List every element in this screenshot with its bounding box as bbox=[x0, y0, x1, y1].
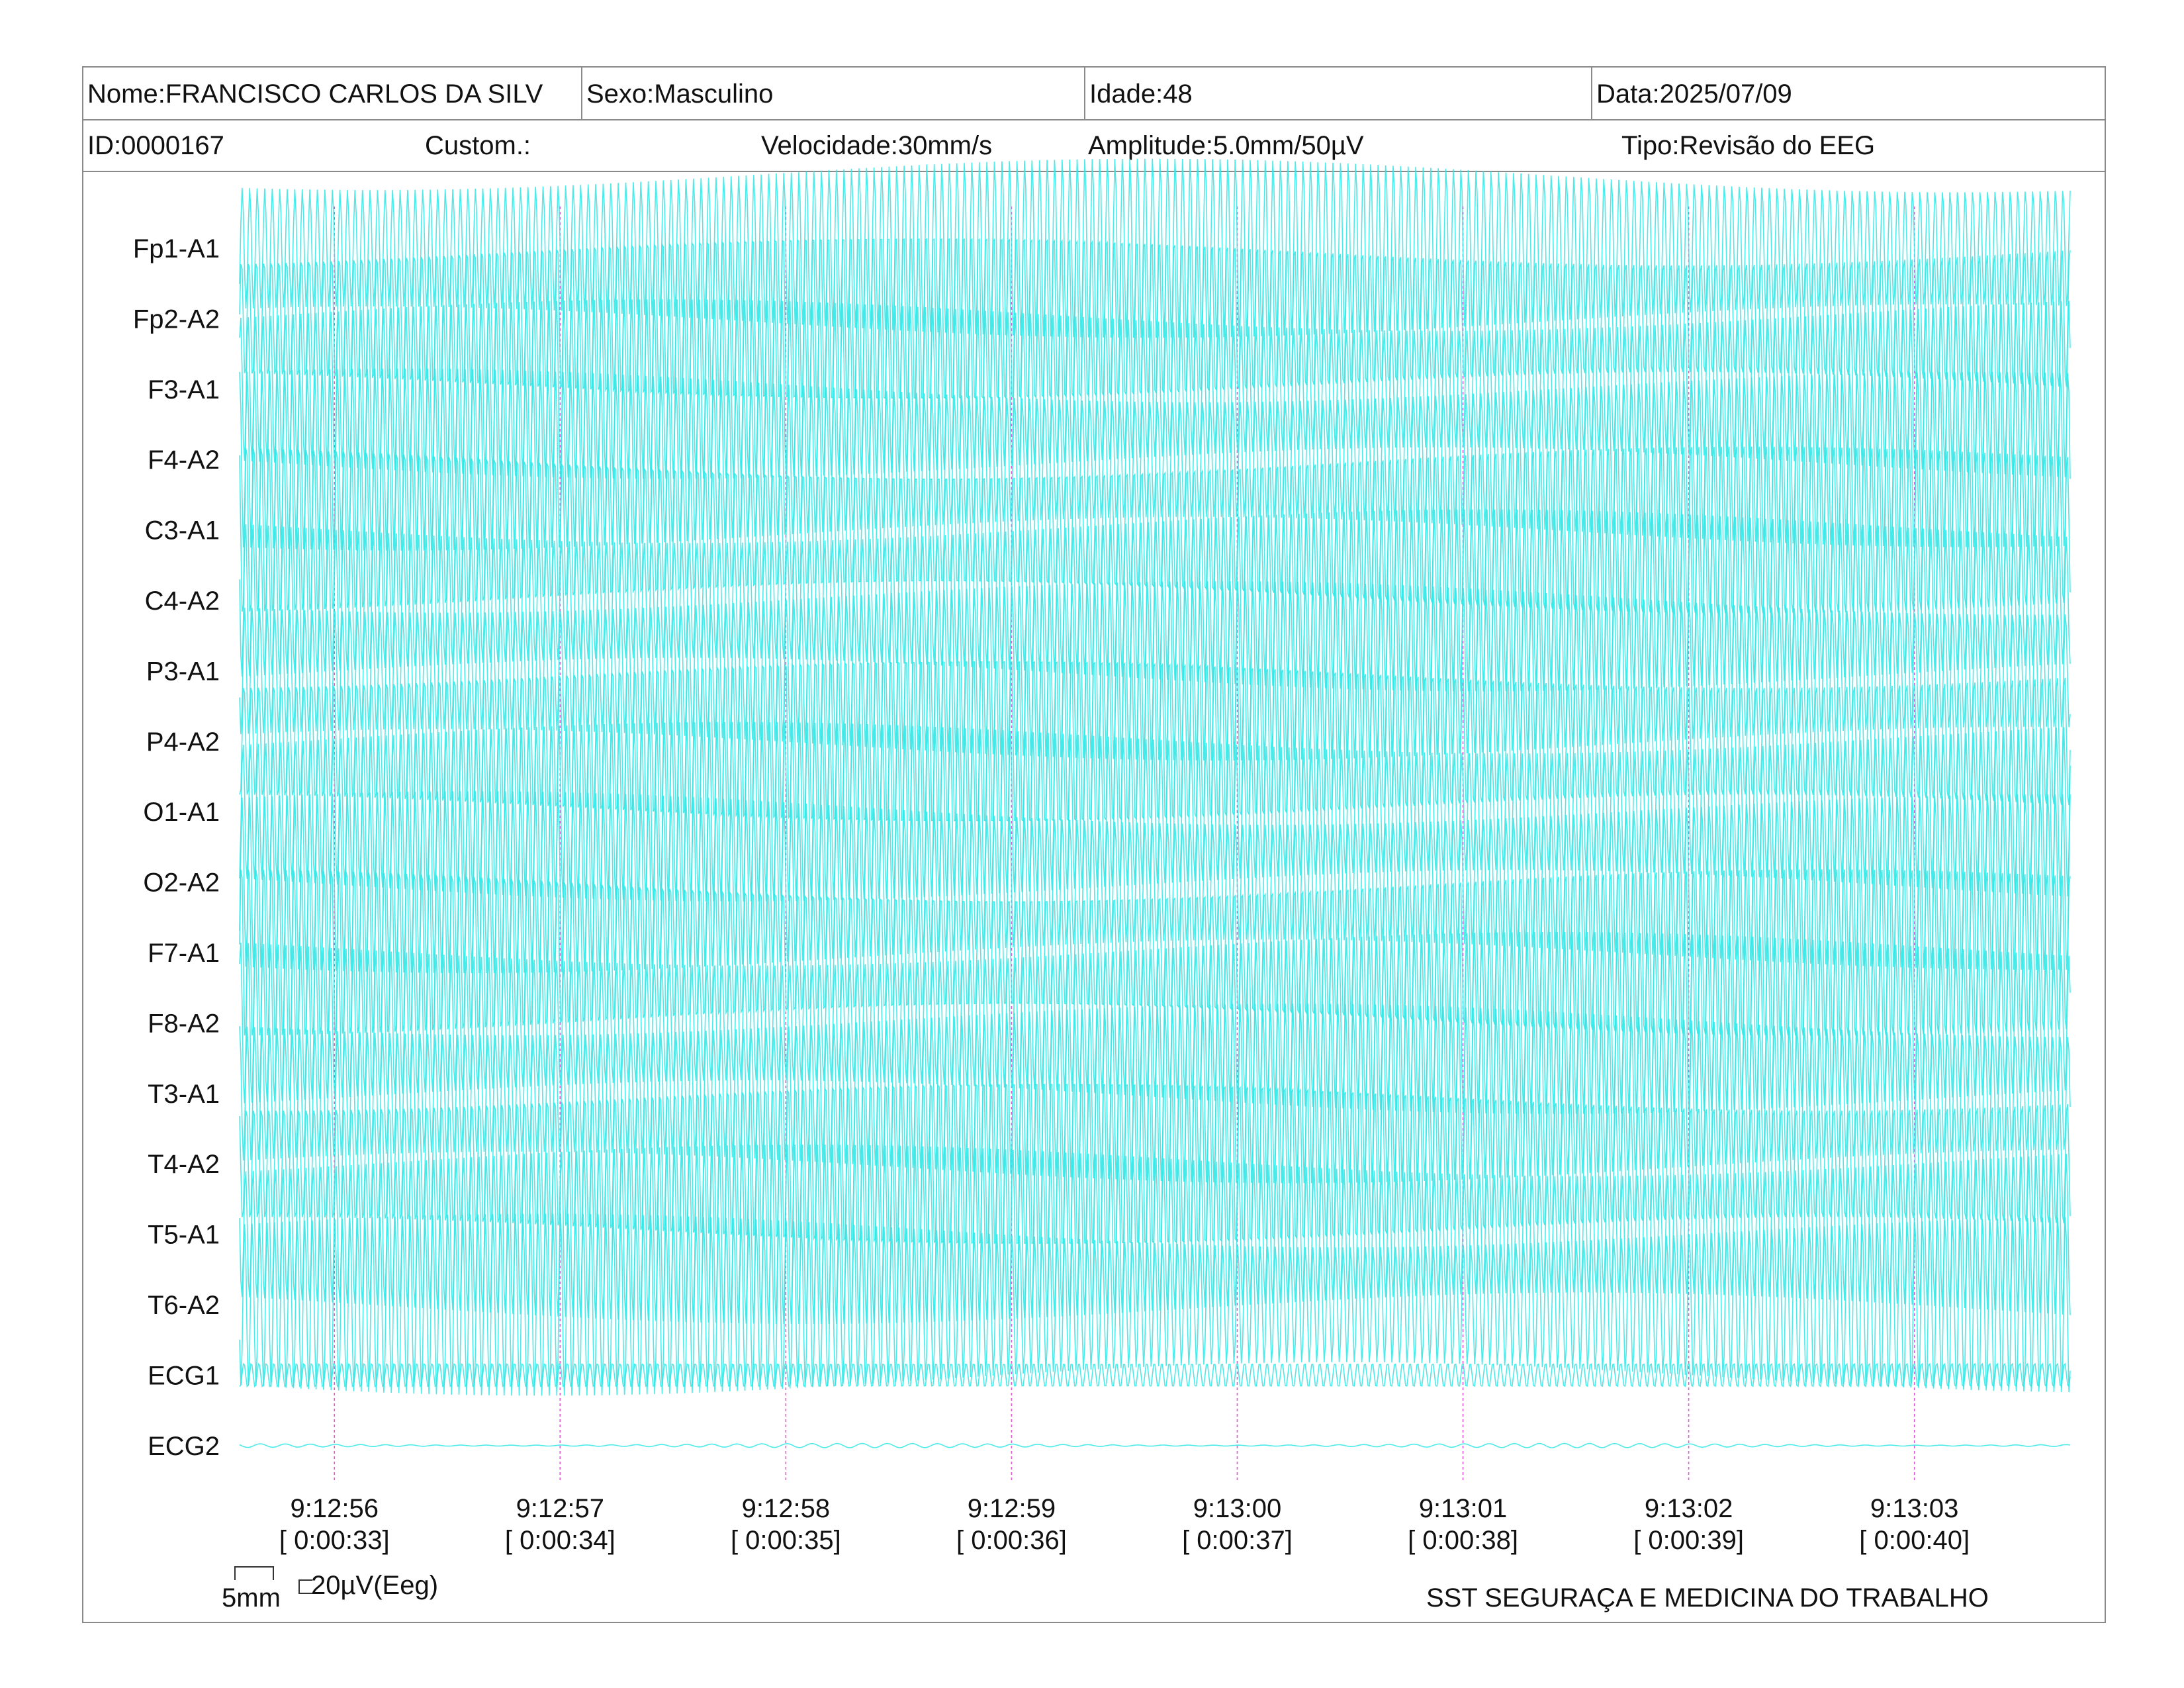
time-tick-elapsed: [ 0:00:39] bbox=[1633, 1526, 1744, 1555]
channel-label: T4-A2 bbox=[148, 1150, 220, 1179]
header-row-2: ID:0000167 Custom.: Velocidade:30mm/s Am… bbox=[83, 120, 2105, 172]
time-tick-clock: 9:13:03 bbox=[1870, 1494, 1958, 1523]
patient-name: Nome:FRANCISCO CARLOS DA SILV bbox=[87, 79, 543, 109]
channel-trace bbox=[239, 661, 2071, 822]
time-tick-elapsed: [ 0:00:33] bbox=[279, 1526, 390, 1555]
channel-label: F8-A2 bbox=[148, 1009, 220, 1038]
company-name: SST SEGURAÇA E MEDICINA DO TRABALHO bbox=[1426, 1583, 1989, 1613]
time-tick-clock: 9:13:02 bbox=[1645, 1494, 1733, 1523]
patient-sex: Sexo:Masculino bbox=[581, 68, 1084, 119]
report-sheet: Nome:FRANCISCO CARLOS DA SILV Sexo:Mascu… bbox=[82, 66, 2106, 1623]
time-tick-clock: 9:12:56 bbox=[291, 1494, 379, 1523]
exam-date: Data:2025/07/09 bbox=[1591, 68, 2105, 119]
channel-label: F7-A1 bbox=[148, 939, 220, 968]
time-tick-elapsed: [ 0:00:40] bbox=[1859, 1526, 1970, 1555]
time-tick-elapsed: [ 0:00:36] bbox=[956, 1526, 1067, 1555]
time-tick-elapsed: [ 0:00:34] bbox=[505, 1526, 615, 1555]
channel-label: Fp2-A2 bbox=[133, 305, 220, 334]
channel-trace bbox=[239, 581, 2071, 761]
channel-trace bbox=[239, 1362, 2071, 1388]
channel-label: F3-A1 bbox=[148, 375, 220, 404]
scale-amp-bracket bbox=[298, 1579, 312, 1594]
exam-type: Tipo:Revisão do EEG bbox=[1621, 131, 1876, 160]
time-tick-elapsed: [ 0:00:35] bbox=[731, 1526, 841, 1555]
channel-trace bbox=[239, 722, 2071, 902]
time-tick-clock: 9:12:58 bbox=[742, 1494, 830, 1523]
channel-label: T5-A1 bbox=[148, 1221, 220, 1250]
channel-trace bbox=[239, 446, 2071, 614]
channel-trace bbox=[239, 1442, 2071, 1448]
channel-label: P3-A1 bbox=[146, 657, 220, 686]
channel-label: C3-A1 bbox=[145, 516, 220, 545]
channel-label: T6-A2 bbox=[148, 1291, 220, 1320]
channel-trace bbox=[239, 1084, 2071, 1244]
time-tick-clock: 9:12:59 bbox=[968, 1494, 1056, 1523]
channel-label: ECG2 bbox=[148, 1432, 220, 1461]
footer: 5mm 20µV(Eeg) SST SEGURAÇA E MEDICINA DO… bbox=[222, 1566, 1989, 1613]
patient-age: Idade:48 bbox=[1084, 68, 1591, 119]
time-tick-clock: 9:12:57 bbox=[516, 1494, 604, 1523]
amplitude-setting: Amplitude:5.0mm/50µV bbox=[1088, 131, 1364, 160]
channel-label: O1-A1 bbox=[143, 798, 220, 827]
channel-trace bbox=[239, 869, 2071, 1036]
time-marker-layer bbox=[334, 207, 1915, 1483]
channel-label: Fp1-A1 bbox=[133, 234, 220, 263]
channel-label: T3-A1 bbox=[148, 1080, 220, 1109]
scale-time-bracket bbox=[234, 1566, 274, 1580]
header-row-1: Nome:FRANCISCO CARLOS DA SILV Sexo:Mascu… bbox=[83, 68, 2105, 120]
time-tick-layer: 9:12:56 [ 0:00:33] 9:12:57 [ 0:00:34] 9:12:5… bbox=[279, 1494, 1970, 1555]
channel-label-layer: Fp1-A1 Fp2-A2 F3-A1 F4-A2 C3-A1 C4-A2 P3-A1 P4-… bbox=[133, 234, 220, 1461]
channel-trace bbox=[239, 509, 2071, 692]
time-tick-clock: 9:13:00 bbox=[1193, 1494, 1281, 1523]
channel-trace bbox=[239, 791, 2071, 974]
channel-label: ECG1 bbox=[148, 1361, 220, 1390]
channel-label: O2-A2 bbox=[143, 868, 220, 898]
channel-label: F4-A2 bbox=[148, 445, 220, 475]
custom-field: Custom.: bbox=[425, 131, 531, 160]
time-tick-clock: 9:13:01 bbox=[1419, 1494, 1507, 1523]
channel-trace bbox=[239, 158, 2071, 338]
scale-time-label: 5mm bbox=[222, 1583, 281, 1613]
channel-trace bbox=[239, 1213, 2071, 1396]
time-tick-elapsed: [ 0:00:37] bbox=[1182, 1526, 1293, 1555]
scale-amp-label: 20µV(Eeg) bbox=[311, 1571, 438, 1600]
trace-layer bbox=[239, 158, 2071, 1448]
speed-setting: Velocidade:30mm/s bbox=[761, 131, 993, 160]
channel-trace bbox=[239, 238, 2071, 400]
channel-trace bbox=[239, 299, 2071, 479]
patient-id: ID:0000167 bbox=[87, 131, 224, 160]
time-tick-elapsed: [ 0:00:38] bbox=[1408, 1526, 1518, 1555]
channel-label: P4-A2 bbox=[146, 727, 220, 757]
channel-label: C4-A2 bbox=[145, 586, 220, 616]
